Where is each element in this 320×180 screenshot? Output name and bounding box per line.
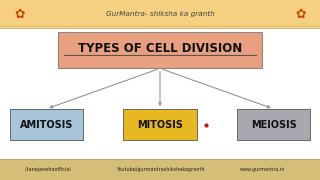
FancyBboxPatch shape (123, 109, 197, 140)
Text: MITOSIS: MITOSIS (137, 120, 183, 130)
Text: www.gurmantra.in: www.gurmantra.in (240, 167, 285, 172)
Text: TYPES OF CELL DIVISION: TYPES OF CELL DIVISION (78, 42, 242, 55)
FancyBboxPatch shape (58, 32, 262, 68)
Text: ✿: ✿ (296, 7, 306, 21)
Text: GurMantra- shiksha ka granth: GurMantra- shiksha ka granth (106, 11, 214, 17)
Text: ✿: ✿ (14, 7, 24, 21)
Bar (0, 159, 320, 180)
Text: AMITOSIS: AMITOSIS (20, 120, 73, 130)
Text: /tanejanehaofficial: /tanejanehaofficial (25, 167, 71, 172)
FancyBboxPatch shape (237, 109, 310, 140)
FancyBboxPatch shape (10, 109, 83, 140)
Text: Youtube/gurmantrashikshakagranth: Youtube/gurmantrashikshakagranth (116, 167, 204, 172)
Bar (0, 0, 320, 28)
Text: MEIOSIS: MEIOSIS (251, 120, 296, 130)
